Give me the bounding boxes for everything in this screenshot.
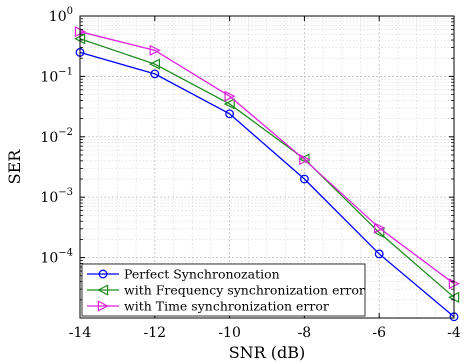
legend-label: with Time synchronization error [124, 299, 329, 314]
legend-label: Perfect Synchronozation [124, 267, 280, 282]
legend-label: with Frequency synchronization error [124, 283, 365, 298]
y-tick-label-base: 10 [49, 9, 67, 25]
y-tick-label-base: 10 [40, 130, 58, 146]
x-tick-label: -4 [447, 325, 461, 341]
y-tick-label-base: 10 [40, 251, 58, 267]
x-tick-label: -6 [372, 325, 386, 341]
y-tick-label-exponent: 0 [67, 6, 73, 17]
x-axis-label: SNR (dB) [229, 343, 306, 362]
x-tick-label: -8 [298, 325, 312, 341]
y-tick-label-exponent: −1 [58, 66, 73, 77]
y-tick-label-exponent: −4 [58, 248, 73, 259]
y-tick-label-base: 10 [40, 69, 58, 85]
y-axis-label: SER [5, 149, 24, 185]
y-tick-label-exponent: −3 [58, 187, 73, 198]
x-tick-label: -12 [144, 325, 167, 341]
y-tick-label-exponent: −2 [58, 127, 73, 138]
legend-entry: with Time synchronization error [87, 299, 329, 314]
legend-entry: with Frequency synchronization error [87, 283, 365, 298]
x-tick-label: -10 [218, 325, 241, 341]
y-tick-label-base: 10 [40, 190, 58, 206]
x-tick-label: -14 [69, 325, 92, 341]
